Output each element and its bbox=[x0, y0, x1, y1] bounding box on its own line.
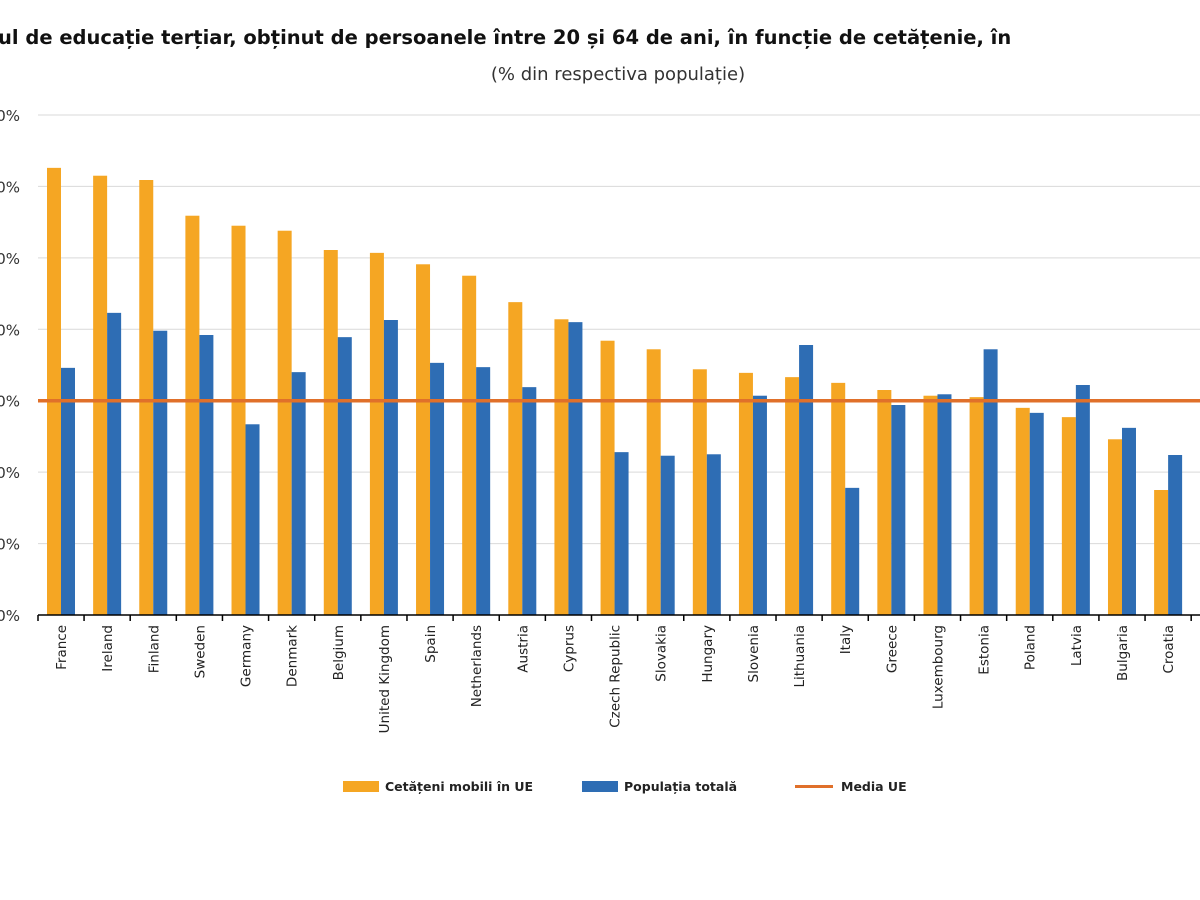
x-tick-label: Belgium bbox=[331, 625, 347, 680]
x-tick-label: Estonia bbox=[977, 625, 993, 675]
x-tick-label: France bbox=[54, 625, 70, 670]
bar-total-population bbox=[245, 424, 260, 615]
x-tick-label: Netherlands bbox=[469, 625, 485, 707]
bar-total-population bbox=[383, 320, 398, 615]
x-tick-label: Slovakia bbox=[654, 625, 670, 682]
y-tick-label: 70% bbox=[0, 107, 20, 125]
x-tick-label: Luxembourg bbox=[930, 625, 946, 709]
y-tick-label: 30% bbox=[0, 393, 20, 411]
chart-title: ul de educație terțiar, obținut de perso… bbox=[0, 26, 1012, 49]
bar-total-population bbox=[1121, 427, 1136, 615]
legend-item-eu-average: Media UE bbox=[795, 779, 907, 794]
bar-total-population bbox=[61, 367, 75, 615]
bar-mobile-citizens bbox=[416, 264, 431, 615]
bar-total-population bbox=[337, 337, 352, 615]
bar-total-population bbox=[568, 322, 583, 615]
bar-total-population bbox=[153, 330, 168, 615]
bar-mobile-citizens bbox=[1015, 407, 1030, 615]
bar-mobile-citizens bbox=[47, 167, 61, 615]
bar-total-population bbox=[937, 394, 952, 615]
bar-mobile-citizens bbox=[692, 369, 707, 615]
bar-total-population bbox=[891, 405, 906, 615]
bar-mobile-citizens bbox=[1154, 490, 1169, 615]
bar-total-population bbox=[845, 487, 860, 615]
bar-total-population bbox=[799, 345, 814, 615]
bar-total-population bbox=[291, 372, 306, 615]
x-tick-label: Greece bbox=[884, 625, 900, 673]
x-tick-label: Latvia bbox=[1069, 625, 1085, 666]
legend-swatch-blue bbox=[582, 781, 618, 792]
bar-mobile-citizens bbox=[600, 340, 615, 615]
x-tick-label: Lithuania bbox=[792, 625, 808, 688]
legend-item-mobile-citizens: Cetățeni mobili în UE bbox=[343, 779, 533, 794]
bar-mobile-citizens bbox=[462, 275, 477, 615]
bar-mobile-citizens bbox=[508, 302, 523, 615]
bar-mobile-citizens bbox=[93, 175, 108, 615]
bar-mobile-citizens bbox=[554, 319, 569, 615]
legend-label: Media UE bbox=[841, 779, 907, 794]
x-tick-label: Germany bbox=[239, 625, 255, 687]
bar-mobile-citizens bbox=[923, 395, 938, 615]
legend-line-swatch bbox=[795, 785, 833, 788]
x-tick-label: Poland bbox=[1023, 625, 1039, 670]
bar-mobile-citizens bbox=[738, 372, 753, 615]
x-tick-label: Hungary bbox=[700, 625, 716, 683]
x-tick-label: Sweden bbox=[192, 625, 208, 678]
x-tick-label: Bulgaria bbox=[1115, 625, 1131, 681]
legend-label: Populația totală bbox=[624, 779, 738, 794]
bar-total-population bbox=[476, 367, 491, 615]
legend-label: Cetățeni mobili în UE bbox=[385, 779, 534, 794]
y-tick-label: 10% bbox=[0, 536, 20, 554]
y-tick-label: 50% bbox=[0, 250, 20, 268]
y-tick-label: 0% bbox=[0, 607, 20, 625]
x-tick-label: Czech Republic bbox=[608, 625, 624, 728]
bar-total-population bbox=[522, 387, 537, 615]
x-tick-label: Denmark bbox=[285, 625, 301, 687]
x-tick-label: Spain bbox=[423, 625, 439, 663]
bar-mobile-citizens bbox=[231, 225, 246, 615]
bar-mobile-citizens bbox=[139, 180, 154, 615]
x-tick-label: Croatia bbox=[1161, 625, 1177, 674]
bar-total-population bbox=[614, 452, 629, 615]
x-tick-label: Austria bbox=[515, 625, 531, 673]
bar-mobile-citizens bbox=[831, 382, 846, 615]
bar-total-population bbox=[107, 312, 122, 615]
legend-swatch-orange bbox=[343, 781, 379, 792]
chart-subtitle: (% din respectiva populație) bbox=[490, 64, 746, 85]
x-tick-label: United Kingdom bbox=[377, 625, 393, 733]
bar-total-population bbox=[983, 349, 998, 615]
bar-mobile-citizens bbox=[185, 215, 200, 615]
bar-mobile-citizens bbox=[969, 397, 984, 615]
bar-total-population bbox=[660, 455, 675, 615]
bar-mobile-citizens bbox=[646, 349, 661, 615]
x-tick-label: Italy bbox=[838, 625, 854, 654]
bar-mobile-citizens bbox=[277, 230, 292, 615]
x-tick-label: Ireland bbox=[100, 625, 116, 672]
bar-total-population bbox=[1075, 385, 1090, 615]
bar-total-population bbox=[199, 335, 214, 615]
bar-mobile-citizens bbox=[1107, 439, 1122, 615]
legend-item-total-population: Populația totală bbox=[582, 779, 737, 794]
bar-mobile-citizens bbox=[369, 252, 384, 615]
bar-mobile-citizens bbox=[323, 250, 338, 615]
bar-total-population bbox=[430, 362, 445, 615]
y-tick-label: 20% bbox=[0, 464, 20, 482]
bar-mobile-citizens bbox=[785, 377, 800, 615]
y-tick-label: 40% bbox=[0, 321, 20, 339]
x-tick-label: Finland bbox=[146, 625, 162, 673]
bar-total-population bbox=[1168, 455, 1183, 615]
bar-mobile-citizens bbox=[1061, 417, 1076, 615]
bar-total-population bbox=[1029, 412, 1044, 615]
bar-mobile-citizens bbox=[877, 390, 892, 615]
y-tick-label: 60% bbox=[0, 178, 20, 196]
bar-total-population bbox=[752, 395, 767, 615]
x-tick-label: Cyprus bbox=[561, 625, 577, 672]
x-tick-label: Slovenia bbox=[746, 625, 762, 682]
bar-total-population bbox=[706, 454, 721, 615]
